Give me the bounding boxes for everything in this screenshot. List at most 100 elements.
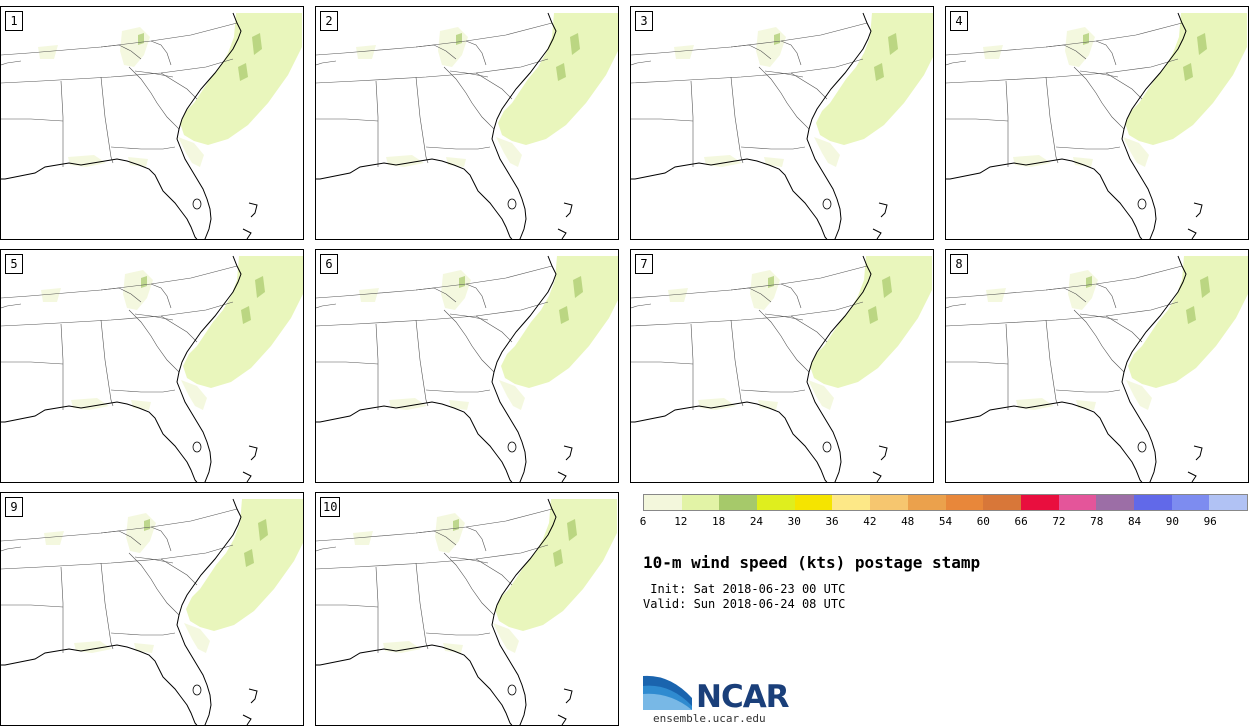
state-boundary (110, 146, 176, 150)
wind-shading (184, 623, 210, 653)
wind-shading-strong (567, 519, 577, 541)
colorbar-tick-label: 66 (1014, 515, 1028, 528)
wind-shading (68, 155, 106, 167)
colorbar-swatch (870, 495, 908, 510)
state-boundary (1095, 283, 1117, 309)
state-boundary (415, 76, 429, 164)
state-boundary (415, 44, 457, 60)
wind-shading-strong (774, 33, 780, 45)
colorbar-tick-label: 30 (787, 515, 801, 528)
wind-shading-strong (882, 276, 892, 298)
coastline (946, 12, 1187, 239)
wind-shading (764, 157, 784, 167)
colorbar-swatch (1171, 495, 1210, 510)
wind-shading (1123, 137, 1149, 167)
wind-shading (38, 45, 58, 59)
wind-shading (983, 45, 1003, 59)
wind-shading (501, 256, 618, 388)
member-number-label: 9 (5, 497, 23, 517)
colorbar-tick-label: 42 (863, 515, 877, 528)
state-boundary (1045, 76, 1059, 164)
colorbar-tick-label: 6 (639, 515, 647, 528)
colorbar-swatch (907, 495, 946, 510)
coastline (631, 255, 872, 482)
ensemble-member-panel: 7 (630, 249, 934, 483)
wind-shading (123, 270, 153, 310)
wind-shading (120, 27, 150, 67)
state-boundary (110, 632, 176, 636)
state-boundary (631, 60, 652, 66)
state-boundary (1101, 102, 1125, 130)
state-boundary (160, 558, 198, 586)
state-boundary (471, 102, 495, 130)
member-number-label: 5 (5, 254, 23, 274)
state-boundary (475, 315, 513, 343)
colorbar-swatch (832, 495, 871, 510)
chart-title: 10-m wind speed (kts) postage stamp (643, 553, 981, 572)
state-boundary (150, 40, 172, 66)
state-boundary (1105, 72, 1143, 100)
wind-shading (1065, 27, 1095, 67)
colorbar-swatch (644, 495, 682, 510)
lake-okeechobee (192, 198, 202, 210)
lake-okeechobee (507, 198, 517, 210)
wind-shading-strong (456, 33, 462, 45)
wind-shading-strong (252, 33, 262, 55)
wind-speed-map (1, 498, 303, 725)
state-boundary (946, 60, 967, 66)
wind-speed-map (316, 498, 617, 725)
wind-shading-strong (570, 33, 580, 55)
state-boundary (631, 303, 652, 309)
wind-shading (756, 27, 786, 67)
state-boundary (690, 323, 694, 410)
colorbar-swatch (681, 495, 720, 510)
coastline (946, 255, 1187, 482)
state-boundary (316, 118, 379, 122)
state-boundary (316, 301, 549, 327)
wind-shading (383, 641, 421, 653)
state-boundary (150, 526, 172, 552)
wind-shading-strong (553, 549, 563, 567)
state-boundary (425, 632, 491, 636)
wind-shading (44, 531, 64, 545)
state-boundary (1055, 146, 1121, 150)
wind-shading-strong (255, 276, 265, 298)
state-boundary (100, 76, 114, 164)
state-boundary (316, 604, 379, 608)
logo-url: ensemble.ucar.edu (653, 712, 766, 725)
state-boundary (475, 558, 513, 586)
wind-shading (674, 45, 694, 59)
wind-shading-strong (888, 33, 898, 55)
wind-speed-map (1, 255, 303, 482)
state-boundary (316, 58, 549, 84)
coastline (1, 498, 242, 725)
state-boundary (1005, 323, 1009, 410)
state-boundary (375, 566, 379, 653)
lake-okeechobee (192, 684, 202, 696)
state-boundary (631, 22, 868, 56)
wind-speed-map (946, 255, 1248, 482)
wind-shading-strong (768, 276, 774, 288)
bahamas-islands (1187, 445, 1203, 482)
valid-time: Valid: Sun 2018-06-24 08 UTC (643, 597, 846, 611)
colorbar-tick-label: 90 (1165, 515, 1179, 528)
wind-shading (449, 400, 469, 410)
colorbar-swatch (1020, 495, 1059, 510)
bahamas-islands (557, 688, 573, 725)
lake-okeechobee (507, 684, 517, 696)
colorbar-swatch (983, 495, 1021, 510)
state-boundary (730, 76, 744, 164)
wind-shading (186, 499, 303, 631)
wind-shading (750, 270, 780, 310)
state-boundary (156, 102, 180, 130)
state-boundary (946, 265, 1183, 299)
wind-shading (499, 380, 525, 410)
wind-shading (126, 513, 156, 553)
bahamas-islands (1187, 202, 1203, 239)
state-boundary (160, 72, 198, 100)
state-boundary (1073, 309, 1103, 347)
state-boundary (780, 40, 802, 66)
member-number-label: 6 (320, 254, 338, 274)
state-boundary (758, 66, 788, 104)
state-boundary (316, 265, 553, 299)
